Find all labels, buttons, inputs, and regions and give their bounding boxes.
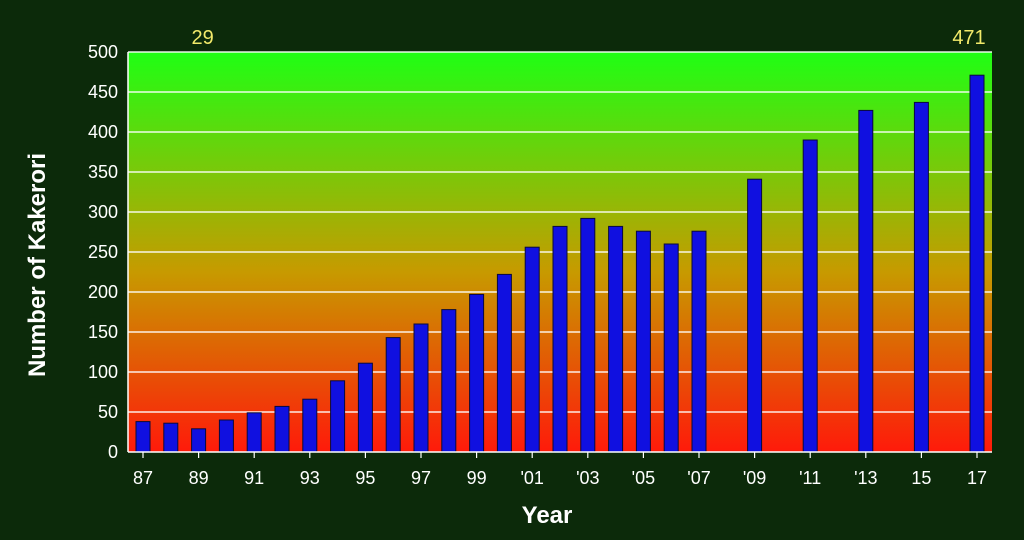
x-tick-label: '13: [854, 468, 877, 488]
y-tick-label: 200: [88, 282, 118, 302]
x-tick-label: 99: [467, 468, 487, 488]
y-tick-label: 400: [88, 122, 118, 142]
y-axis-tick-labels: 0 50 100 150 200 250 300 350 400 450 500: [88, 42, 118, 462]
y-axis-title: Number of Kakerori: [24, 153, 51, 377]
bar-1997: [413, 323, 429, 453]
x-tick-label: 17: [967, 468, 987, 488]
x-tick-label: 97: [411, 468, 431, 488]
x-tick-label: '05: [632, 468, 655, 488]
annotation-2017: 471: [952, 27, 985, 49]
bar-1989: [191, 428, 207, 453]
bar-1995: [357, 362, 373, 453]
bar-2003: [580, 217, 596, 453]
x-tick-label: '11: [799, 468, 821, 488]
axes: [127, 52, 992, 453]
bar-2002: [552, 225, 568, 453]
y-tick-label: 500: [88, 42, 118, 62]
bar-1996: [385, 337, 401, 453]
bar-2007: [691, 230, 707, 453]
bar-series: [135, 74, 985, 453]
x-tick-label: '03: [576, 468, 599, 488]
x-tick-label: 89: [189, 468, 209, 488]
y-tick-label: 300: [88, 202, 118, 222]
bar-2005: [635, 230, 651, 453]
y-tick-label: 0: [108, 442, 118, 462]
bar-2017: [969, 74, 985, 453]
bar-1999: [469, 293, 485, 453]
bar-1994: [330, 380, 346, 453]
x-tick-label: 91: [244, 468, 264, 488]
y-tick-label: 450: [88, 82, 118, 102]
x-tick-label: '01: [520, 468, 543, 488]
y-tick-label: 50: [98, 402, 118, 422]
y-tick-label: 350: [88, 162, 118, 182]
bar-2006: [663, 243, 679, 453]
y-tick-label: 100: [88, 362, 118, 382]
x-tick-label: '07: [687, 468, 710, 488]
bar-1991: [246, 412, 262, 453]
x-axis-tick-labels: 87 89 91 93 95 97 99 '01 '03 '05 '07 '09 '11 '13 15 17: [133, 452, 987, 488]
bar-1993: [302, 398, 318, 453]
bar-2013: [858, 109, 874, 453]
bar-1987: [135, 421, 151, 453]
bar-2004: [608, 225, 624, 453]
bar-2011: [802, 139, 818, 453]
x-tick-label: 87: [133, 468, 153, 488]
bar-1990: [218, 419, 234, 453]
x-tick-label: '09: [743, 468, 766, 488]
y-tick-label: 150: [88, 322, 118, 342]
bar-1992: [274, 405, 290, 453]
bar-1988: [163, 422, 179, 453]
x-axis-title: Year: [522, 502, 573, 529]
bar-2009: [747, 178, 763, 453]
bar-2015: [913, 101, 929, 453]
x-tick-label: 93: [300, 468, 320, 488]
bar-1998: [441, 309, 457, 453]
x-tick-label: 15: [911, 468, 931, 488]
bar-2000: [496, 273, 512, 453]
annotations: 29 471: [191, 27, 985, 49]
annotation-1989: 29: [191, 27, 213, 49]
y-tick-label: 250: [88, 242, 118, 262]
bar-2001: [524, 246, 540, 453]
x-tick-label: 95: [355, 468, 375, 488]
